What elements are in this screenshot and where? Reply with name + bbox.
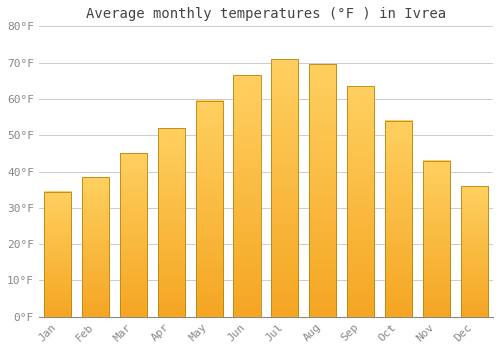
Bar — [271, 59, 298, 317]
Bar — [309, 64, 336, 317]
Bar — [158, 128, 185, 317]
Bar — [120, 153, 147, 317]
Bar — [82, 177, 109, 317]
Bar — [422, 161, 450, 317]
Bar — [234, 75, 260, 317]
Bar — [347, 86, 374, 317]
Bar — [44, 191, 72, 317]
Bar — [460, 186, 488, 317]
Title: Average monthly temperatures (°F ) in Ivrea: Average monthly temperatures (°F ) in Iv… — [86, 7, 446, 21]
Bar — [196, 101, 223, 317]
Bar — [385, 121, 412, 317]
